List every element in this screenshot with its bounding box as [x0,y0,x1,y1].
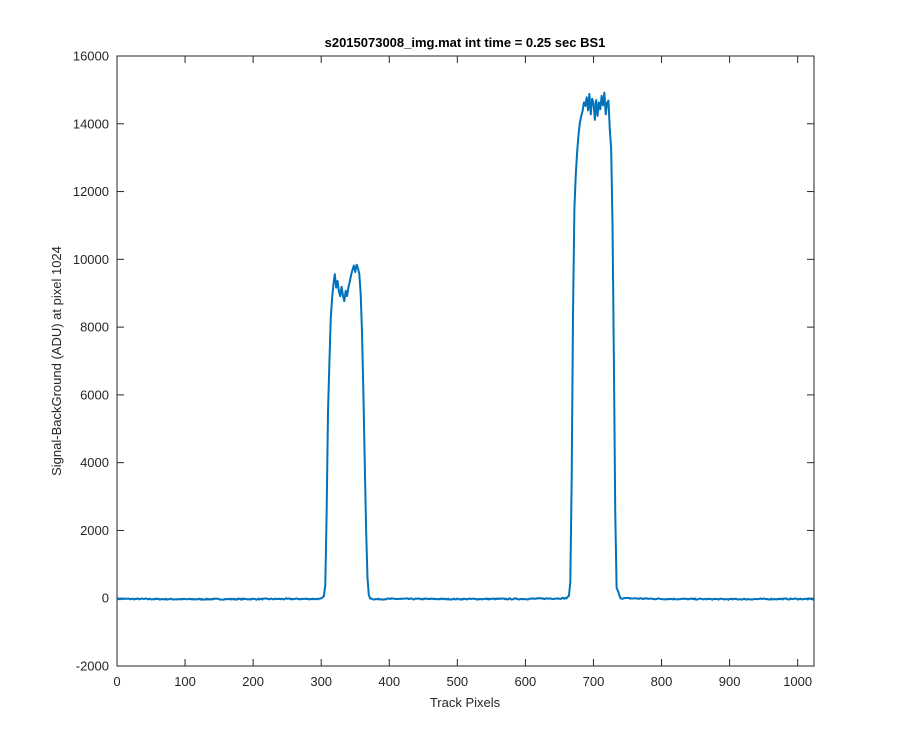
y-tick-label: 6000 [80,387,109,402]
x-tick-label: 200 [242,674,264,689]
x-tick-label: 300 [310,674,332,689]
plot-area [116,55,815,667]
y-tick-label: 12000 [73,184,109,199]
x-tick-label: 0 [113,674,120,689]
y-tick-label: 8000 [80,320,109,335]
y-tick-label: 4000 [80,455,109,470]
y-tick-label: 10000 [73,252,109,267]
series-layer [116,91,815,601]
x-tick-label: 400 [378,674,400,689]
y-tick-label: 0 [102,591,109,606]
series-line [116,91,815,601]
y-tick-label: 14000 [73,116,109,131]
x-tick-label: 1000 [783,674,812,689]
x-axis-label: Track Pixels [430,695,501,710]
y-tick-label: 16000 [73,49,109,64]
chart-title: s2015073008_img.mat int time = 0.25 sec … [325,35,606,50]
x-tick-label: 800 [651,674,673,689]
y-axis-label: Signal-BackGround (ADU) at pixel 1024 [49,246,64,476]
x-tick-label: 100 [174,674,196,689]
y-tick-label: -2000 [76,659,109,674]
y-axis-ticks: -2000 0 2000 4000 6000 8000 10000 12000 14000 160… [73,49,814,674]
x-tick-label: 700 [583,674,605,689]
x-axis-ticks: 0 100 200 300 400 500 600 700 800 900 1000 [113,56,812,689]
y-tick-label: 2000 [80,523,109,538]
x-tick-label: 500 [446,674,468,689]
x-tick-label: 900 [719,674,741,689]
x-tick-label: 600 [515,674,537,689]
